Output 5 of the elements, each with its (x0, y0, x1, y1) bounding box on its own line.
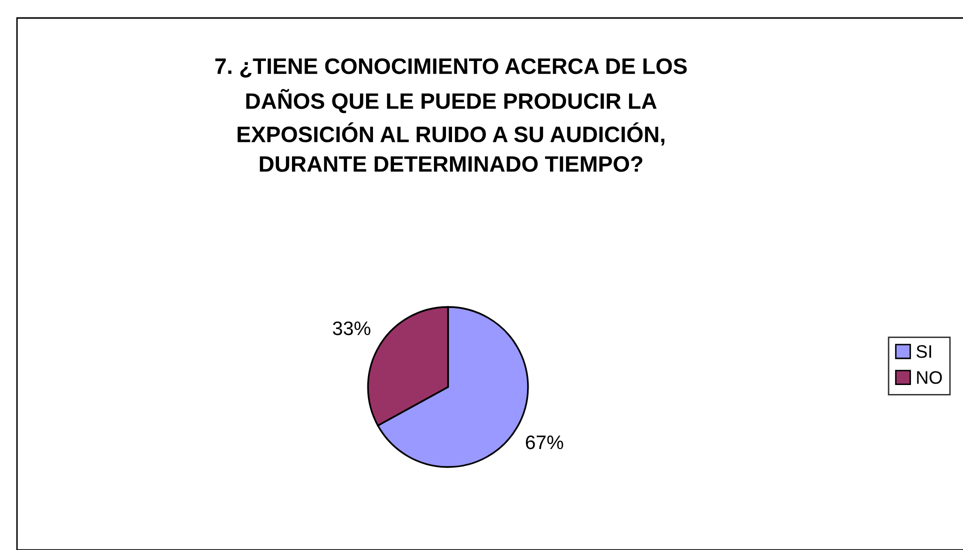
chart-title: 7. ¿TIENE CONOCIMIENTO ACERCA DE LOS DAÑOS QUE LE PUEDE PRODUCIR LA EXPOSICIÓN AL RUIDO A SU AUDICIÓN, DURANTE DETERMINADO TIEMPO? (215, 58, 687, 172)
data-label: 67% (526, 435, 564, 450)
legend-label: NO (917, 371, 942, 384)
data-label: 33% (332, 321, 370, 336)
legend-label: SI (916, 345, 932, 358)
